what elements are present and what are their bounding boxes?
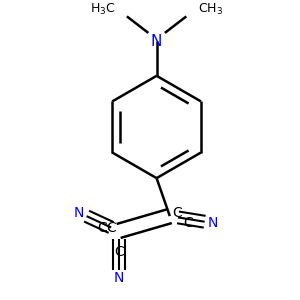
Text: N: N bbox=[74, 206, 84, 220]
Text: N: N bbox=[208, 216, 218, 230]
Text: C: C bbox=[183, 216, 193, 230]
Text: C: C bbox=[114, 245, 124, 260]
Text: C: C bbox=[106, 221, 116, 235]
Text: N: N bbox=[113, 271, 124, 285]
Text: N: N bbox=[151, 34, 162, 49]
Text: C: C bbox=[97, 221, 107, 235]
Text: CH$_3$: CH$_3$ bbox=[198, 2, 223, 17]
Text: H$_3$C: H$_3$C bbox=[90, 2, 115, 17]
Text: C: C bbox=[172, 206, 182, 220]
